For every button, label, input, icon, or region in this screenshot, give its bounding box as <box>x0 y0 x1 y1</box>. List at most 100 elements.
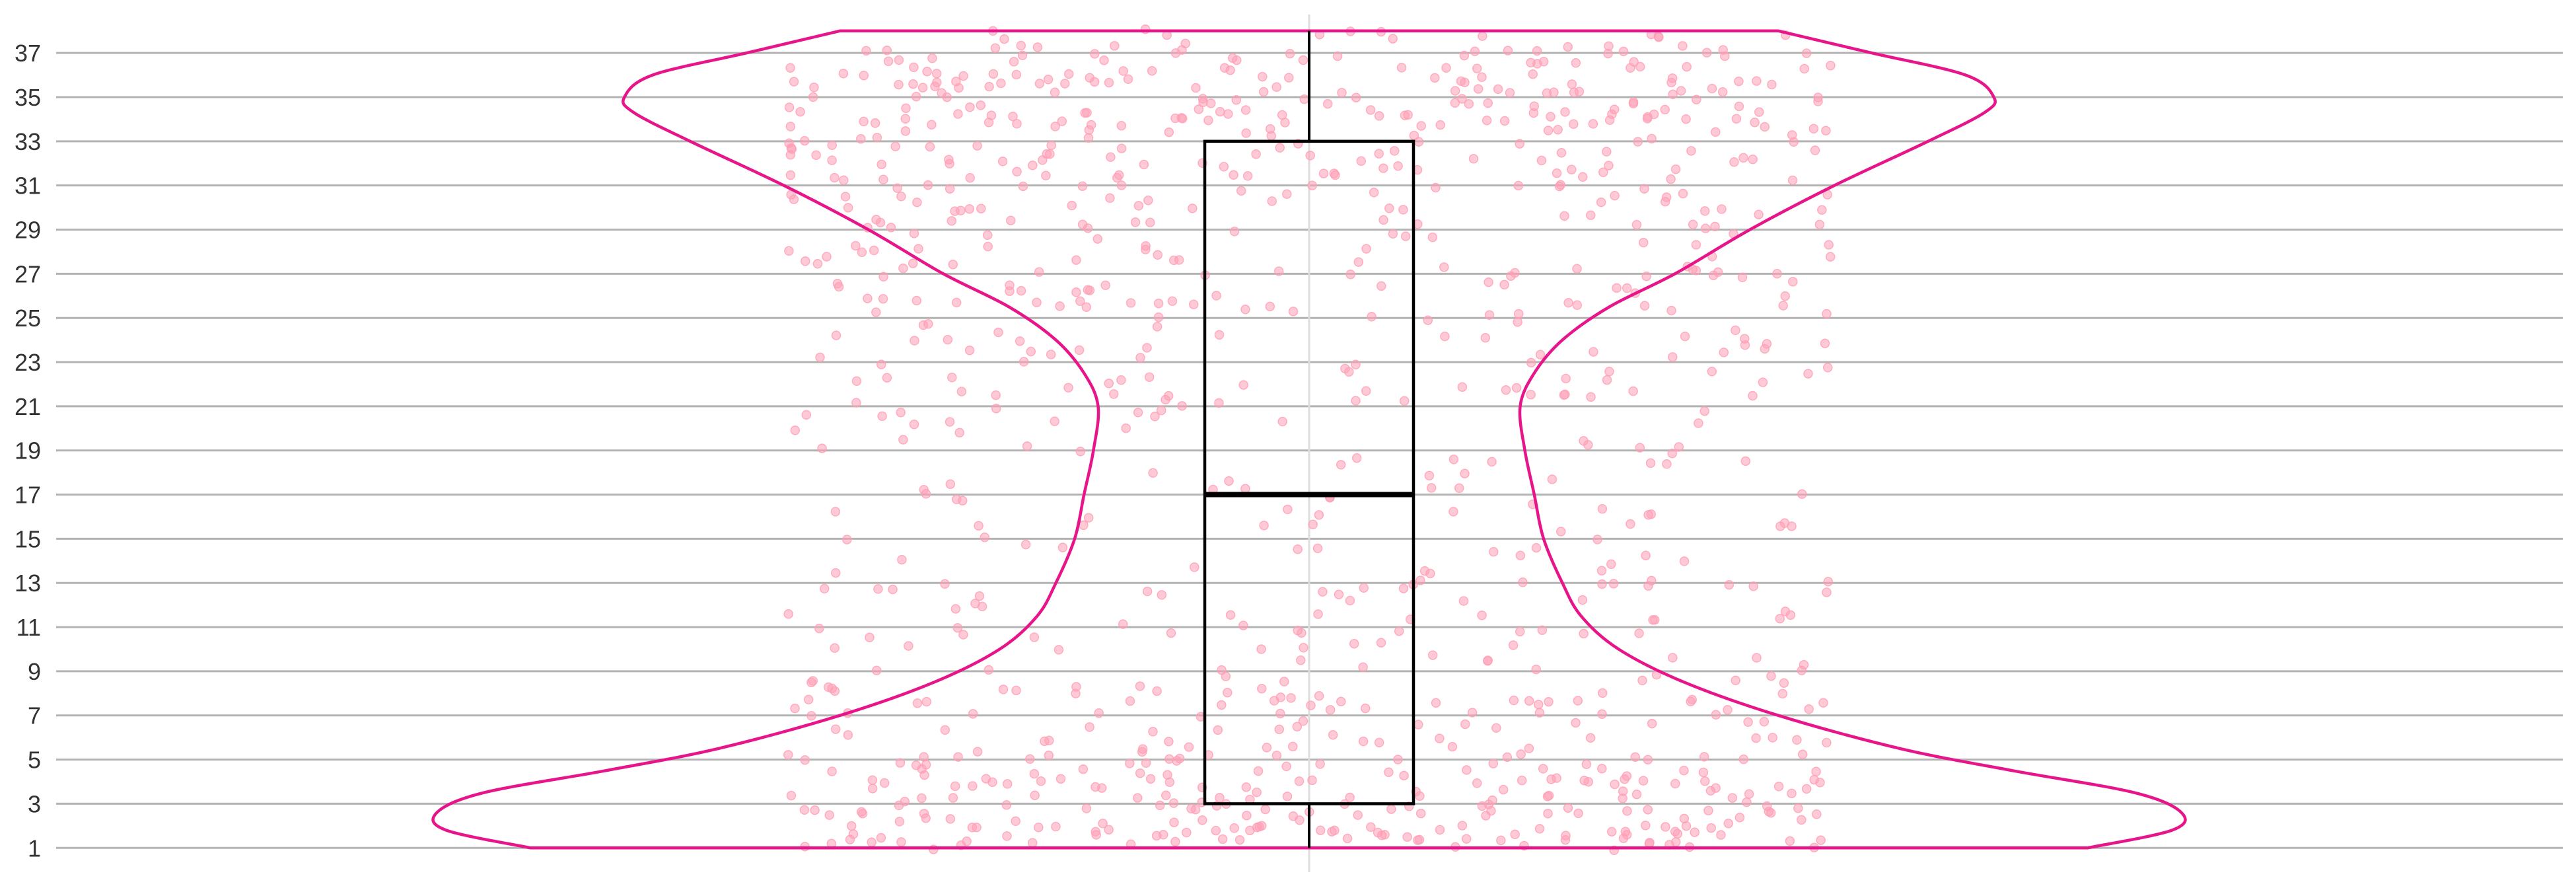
data-point <box>1358 662 1368 672</box>
data-point <box>1182 827 1192 838</box>
data-point <box>1256 821 1267 831</box>
data-point <box>1502 752 1513 762</box>
data-point <box>1748 390 1758 401</box>
data-point <box>1563 42 1573 52</box>
data-point <box>1384 767 1394 778</box>
data-point <box>1661 192 1672 202</box>
data-point <box>1330 170 1340 180</box>
data-point <box>1577 595 1588 605</box>
data-point <box>1643 755 1653 765</box>
data-point <box>817 443 827 453</box>
data-point <box>1638 237 1649 248</box>
data-point <box>1641 820 1651 831</box>
data-point <box>1592 535 1602 544</box>
data-point <box>877 411 887 422</box>
data-point <box>1361 386 1371 396</box>
data-point <box>1447 741 1458 752</box>
data-point <box>1177 401 1187 411</box>
data-point <box>1581 759 1592 770</box>
data-point <box>1531 542 1542 553</box>
data-point <box>930 81 940 91</box>
data-point <box>1055 774 1066 784</box>
data-point <box>1483 655 1493 666</box>
data-point <box>1241 782 1252 792</box>
data-point <box>857 247 867 257</box>
data-point <box>1515 550 1526 561</box>
data-point <box>1682 61 1692 72</box>
data-point <box>1797 749 1808 760</box>
data-point <box>1553 125 1563 135</box>
data-point <box>894 79 904 90</box>
data-point <box>1203 115 1213 126</box>
data-point <box>912 295 922 306</box>
data-point <box>1153 250 1163 260</box>
data-point <box>1190 562 1199 572</box>
data-point <box>1678 41 1688 51</box>
data-point <box>1116 180 1127 190</box>
data-point <box>1668 89 1678 99</box>
data-point <box>1217 665 1227 675</box>
data-point <box>1063 69 1074 79</box>
data-point <box>1768 733 1777 743</box>
data-point <box>1225 610 1236 620</box>
data-point <box>956 205 966 216</box>
data-point <box>824 682 834 692</box>
data-point <box>799 135 810 146</box>
data-point <box>1799 63 1810 74</box>
data-point <box>1703 805 1713 815</box>
data-point <box>1152 686 1162 696</box>
data-point <box>1750 118 1760 128</box>
data-point <box>925 141 935 152</box>
data-point <box>1158 829 1168 840</box>
data-point <box>1223 687 1233 698</box>
data-point <box>1126 298 1136 308</box>
data-point <box>1413 835 1423 845</box>
data-point <box>842 535 852 544</box>
data-point <box>1822 362 1833 373</box>
data-point <box>1152 322 1163 332</box>
data-point <box>877 359 886 369</box>
data-point <box>1236 186 1246 196</box>
data-point <box>1731 114 1742 124</box>
data-point <box>790 703 800 714</box>
data-point <box>1679 813 1690 824</box>
data-point <box>1814 219 1825 230</box>
data-point <box>1318 168 1329 178</box>
data-point <box>1744 789 1754 799</box>
data-point <box>1608 579 1619 589</box>
data-point <box>998 685 1009 694</box>
data-point <box>1036 776 1046 786</box>
data-point <box>1460 77 1470 88</box>
data-point <box>1393 161 1403 171</box>
data-point <box>1423 315 1433 325</box>
data-point <box>1440 331 1450 342</box>
data-point <box>1628 97 1639 107</box>
data-point <box>1822 587 1832 597</box>
data-point <box>1775 614 1785 624</box>
data-point <box>1029 632 1040 642</box>
data-point <box>982 230 993 241</box>
data-point <box>867 775 878 785</box>
data-point <box>1737 272 1748 283</box>
data-point <box>1360 703 1371 714</box>
data-point <box>790 426 801 435</box>
data-point <box>873 584 883 594</box>
data-point <box>877 159 886 170</box>
data-point <box>1734 76 1744 87</box>
data-point <box>1116 120 1127 131</box>
data-point <box>1772 268 1782 279</box>
data-point <box>1435 733 1445 743</box>
data-point <box>1760 344 1770 354</box>
data-point <box>1579 775 1589 786</box>
data-point <box>1711 127 1721 137</box>
data-point <box>1560 835 1571 845</box>
data-point <box>1708 270 1719 281</box>
data-point <box>1402 832 1412 842</box>
data-point <box>1271 82 1281 92</box>
data-point <box>1618 833 1629 843</box>
data-point <box>872 132 882 143</box>
data-point <box>1524 696 1534 706</box>
data-point <box>1002 831 1012 841</box>
data-point <box>871 665 882 675</box>
data-point <box>1431 698 1441 708</box>
